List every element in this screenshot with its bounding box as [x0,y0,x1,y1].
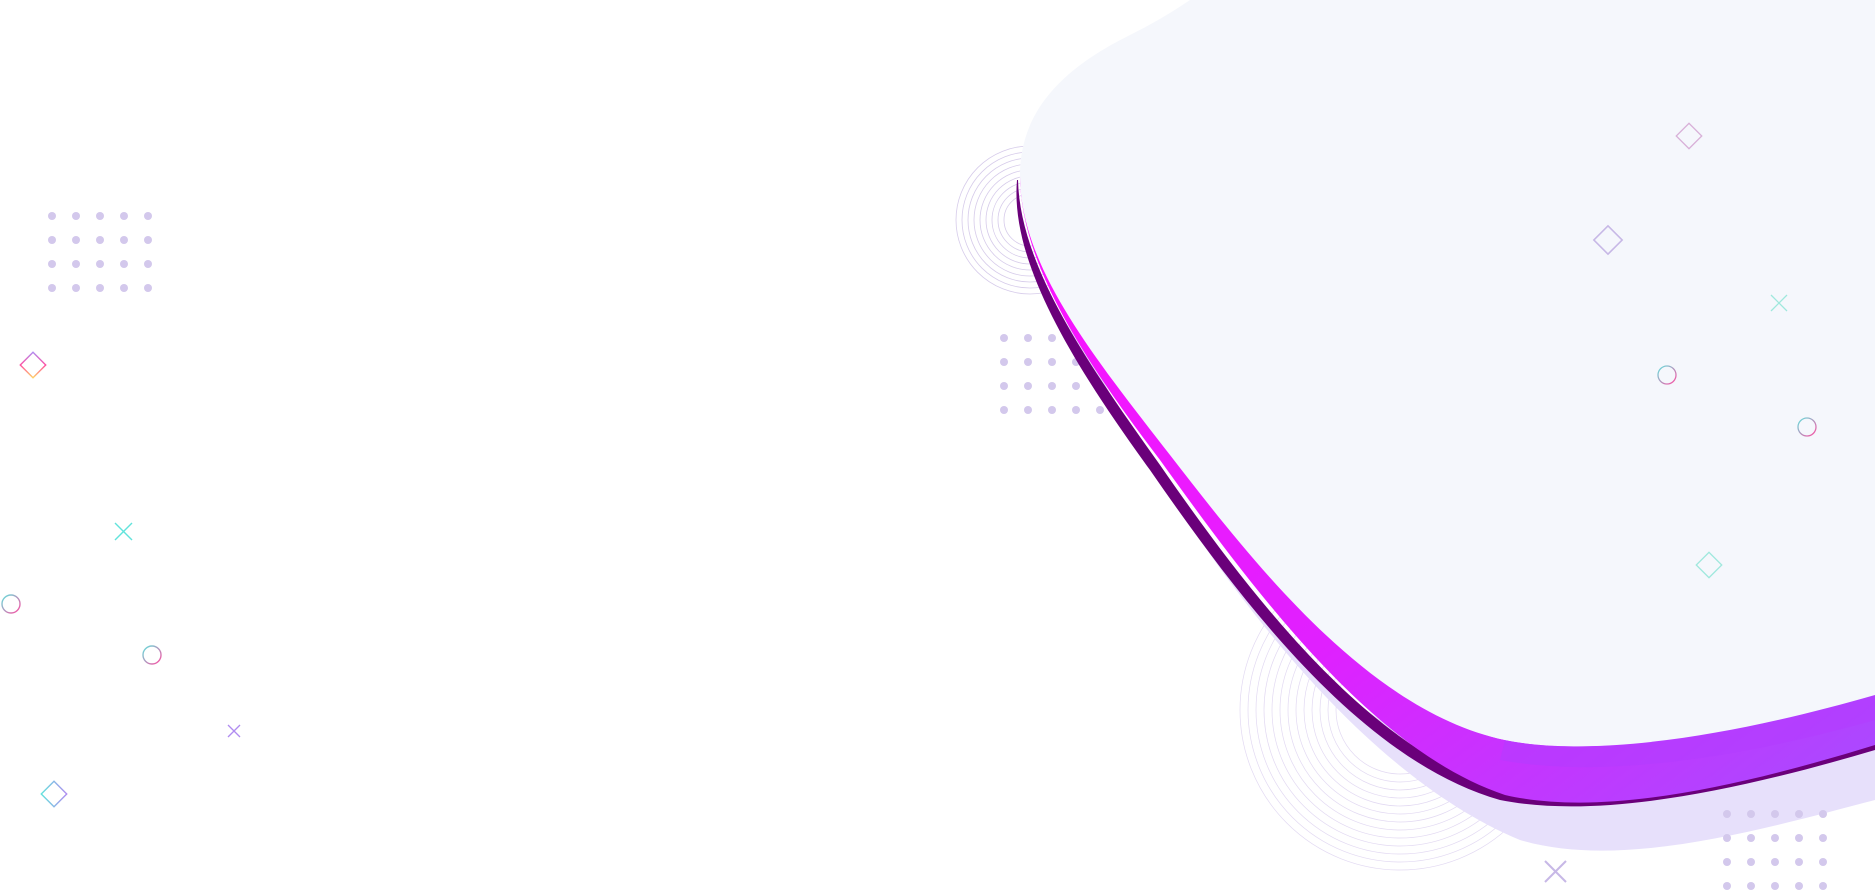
ribbon-highlight [1500,690,1875,768]
dot-grid-top-left [48,212,152,292]
cross-icon [1770,294,1788,312]
circle-outline-icon [1657,365,1677,385]
cross-icon [1544,860,1567,883]
diamond-outline-icon [1592,224,1624,256]
diamond-outline-icon [1675,122,1703,150]
diamond-outline-icon [19,351,47,379]
diamond-outline-icon [40,780,68,808]
circle-outline-icon [142,645,162,665]
circle-outline-icon [1797,417,1817,437]
dot-grid-bottom-right [1723,810,1827,890]
hero-blob [1020,0,1875,747]
diamond-outline-icon [1695,551,1723,579]
cross-icon [114,522,133,541]
circle-outline-icon [1,594,21,614]
cross-icon [227,724,241,738]
ribbon-shadow [1030,200,1875,851]
